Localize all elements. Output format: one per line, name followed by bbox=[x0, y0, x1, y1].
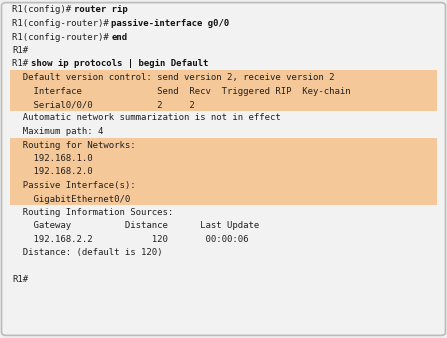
Text: Passive Interface(s):: Passive Interface(s): bbox=[12, 181, 135, 190]
Text: Serial0/0/0            2     2: Serial0/0/0 2 2 bbox=[12, 100, 195, 109]
Text: Routing for Networks:: Routing for Networks: bbox=[12, 141, 135, 149]
Text: R1(config)#: R1(config)# bbox=[12, 5, 76, 15]
Text: R1#: R1# bbox=[12, 59, 34, 69]
Text: R1#: R1# bbox=[12, 275, 28, 285]
Text: show ip protocols | begin Default: show ip protocols | begin Default bbox=[31, 59, 208, 69]
Text: Routing Information Sources:: Routing Information Sources: bbox=[12, 208, 173, 217]
Bar bbox=[10, 70, 437, 111]
Text: 192.168.2.2           120       00:00:06: 192.168.2.2 120 00:00:06 bbox=[12, 235, 249, 244]
Text: R1(config-router)#: R1(config-router)# bbox=[12, 19, 114, 28]
Text: Distance: (default is 120): Distance: (default is 120) bbox=[12, 248, 163, 258]
Text: GigabitEthernet0/0: GigabitEthernet0/0 bbox=[12, 194, 130, 203]
Bar bbox=[10, 178, 437, 205]
Text: Automatic network summarization is not in effect: Automatic network summarization is not i… bbox=[12, 114, 281, 122]
Text: R1#: R1# bbox=[12, 46, 28, 55]
Text: router rip: router rip bbox=[74, 5, 127, 15]
Text: R1(config-router)#: R1(config-router)# bbox=[12, 32, 114, 42]
Text: 192.168.2.0: 192.168.2.0 bbox=[12, 168, 93, 176]
Text: Interface              Send  Recv  Triggered RIP  Key-chain: Interface Send Recv Triggered RIP Key-ch… bbox=[12, 87, 350, 96]
FancyBboxPatch shape bbox=[1, 3, 446, 335]
Text: Default version control: send version 2, receive version 2: Default version control: send version 2,… bbox=[12, 73, 334, 82]
Text: end: end bbox=[111, 32, 127, 42]
Text: Gateway          Distance      Last Update: Gateway Distance Last Update bbox=[12, 221, 259, 231]
Text: passive-interface g0/0: passive-interface g0/0 bbox=[111, 19, 230, 28]
Bar bbox=[10, 138, 437, 178]
Text: 192.168.1.0: 192.168.1.0 bbox=[12, 154, 93, 163]
Text: Maximum path: 4: Maximum path: 4 bbox=[12, 127, 103, 136]
